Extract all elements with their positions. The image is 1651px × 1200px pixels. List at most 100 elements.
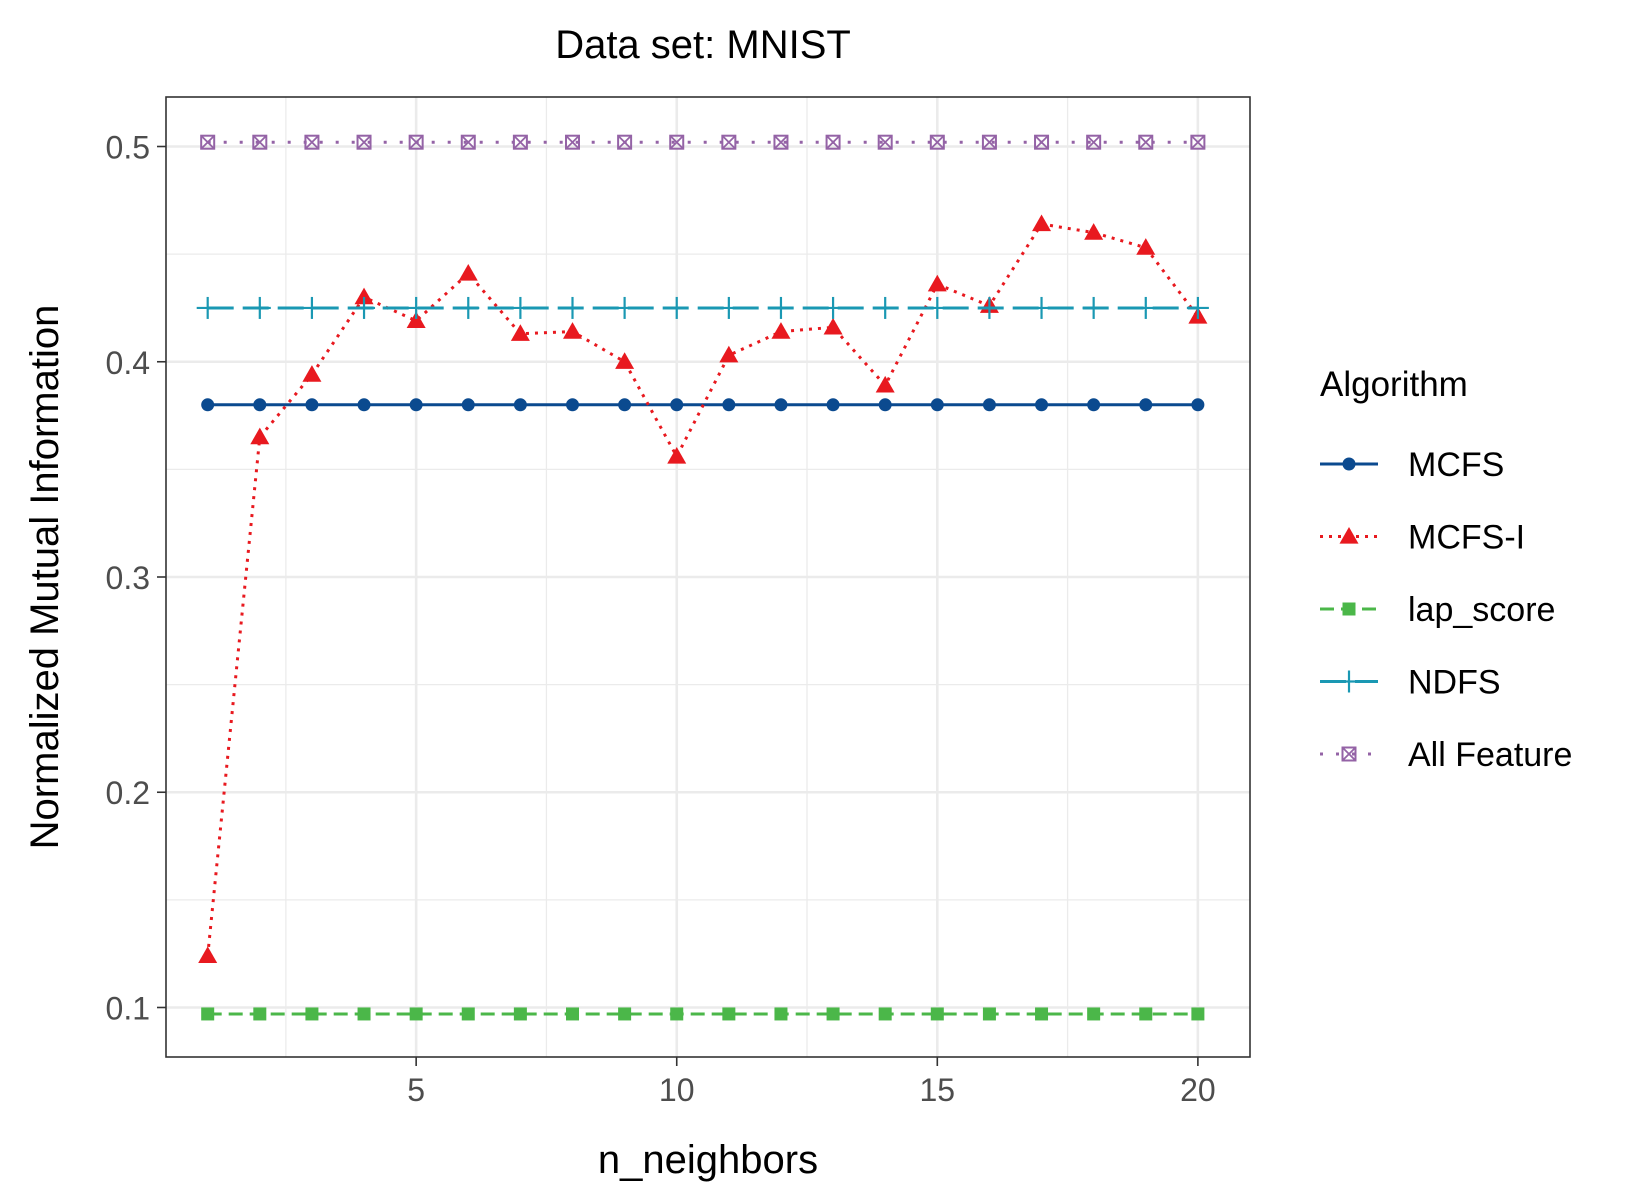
- data-point-mcfs-i: [875, 375, 895, 393]
- series-all-feature: [200, 134, 1206, 150]
- axes: 0.1 0.2 0.3 0.4 0.5 5 10 15 20: [106, 130, 1216, 1108]
- plot-series: [196, 134, 1209, 1021]
- data-point-mcfs-i: [198, 946, 218, 963]
- data-point-mcfs: [201, 398, 215, 412]
- legend-key-marker: [1341, 746, 1357, 762]
- data-point-mcfs: [826, 398, 840, 412]
- y-tick-label: 0.3: [106, 560, 150, 596]
- x-tick-label: 10: [659, 1072, 695, 1108]
- data-point-ndfs: [926, 296, 949, 319]
- data-point-mcfs-i: [250, 427, 270, 445]
- legend-item-ndfs: NDFS: [1320, 664, 1501, 702]
- data-point-lap-score: [305, 1007, 319, 1021]
- y-tick-label: 0.4: [106, 345, 150, 381]
- data-point-all-feature: [1086, 134, 1102, 150]
- data-point-all-feature: [929, 134, 945, 150]
- data-point-mcfs: [878, 398, 892, 412]
- data-point-mcfs: [1035, 398, 1049, 412]
- data-point-mcfs: [618, 398, 632, 412]
- data-point-mcfs: [513, 398, 527, 412]
- legend-item-lap-score: lap_score: [1320, 591, 1555, 629]
- data-point-mcfs-i: [302, 365, 322, 382]
- data-point-lap-score: [409, 1007, 423, 1021]
- data-point-ndfs: [1134, 296, 1157, 319]
- data-point-lap-score: [774, 1007, 788, 1021]
- data-point-mcfs-i: [563, 322, 582, 339]
- data-point-mcfs: [930, 398, 944, 412]
- data-point-ndfs: [405, 296, 428, 319]
- data-point-all-feature: [252, 134, 268, 150]
- data-point-mcfs-i: [1136, 238, 1156, 255]
- data-point-mcfs: [722, 398, 736, 412]
- x-tick-label: 5: [407, 1072, 425, 1108]
- data-point-mcfs-i: [823, 317, 843, 335]
- data-point-mcfs: [461, 398, 475, 412]
- data-point-ndfs: [509, 296, 532, 319]
- legend-item-mcfs-i: MCFS-I: [1320, 519, 1525, 557]
- legend-key-marker: [1338, 670, 1360, 693]
- data-point-all-feature: [200, 134, 216, 150]
- data-point-lap-score: [670, 1007, 684, 1021]
- data-point-all-feature: [877, 134, 893, 150]
- data-point-lap-score: [201, 1007, 215, 1021]
- data-point-all-feature: [1138, 134, 1154, 150]
- data-point-mcfs: [1139, 398, 1153, 412]
- data-point-lap-score: [878, 1007, 892, 1021]
- data-point-all-feature: [825, 134, 841, 150]
- data-point-all-feature: [1034, 134, 1050, 150]
- legend-label: NDFS: [1408, 664, 1501, 702]
- data-point-all-feature: [460, 134, 476, 150]
- data-point-mcfs-i: [927, 274, 947, 292]
- data-point-lap-score: [722, 1007, 736, 1021]
- data-point-mcfs: [670, 398, 684, 412]
- legend-key-marker: [1342, 602, 1356, 616]
- data-point-all-feature: [981, 134, 997, 150]
- data-point-lap-score: [253, 1007, 267, 1021]
- data-point-mcfs-i: [1084, 223, 1104, 240]
- data-point-ndfs: [1030, 296, 1053, 319]
- legend-item-all-feature: All Feature: [1320, 736, 1572, 774]
- data-point-mcfs: [253, 398, 267, 412]
- data-point-lap-score: [1191, 1007, 1205, 1021]
- data-point-mcfs-i: [406, 311, 426, 328]
- legend-label: MCFS: [1408, 446, 1504, 484]
- data-point-mcfs: [305, 398, 319, 412]
- data-point-all-feature: [617, 134, 633, 150]
- data-point-mcfs-i: [615, 352, 635, 369]
- data-point-mcfs: [566, 398, 579, 412]
- data-point-ndfs: [196, 296, 219, 319]
- data-point-ndfs: [874, 296, 897, 319]
- legend-items: MCFS MCFS-I lap_score NDFS All Feature: [1320, 446, 1572, 774]
- legend-label: All Feature: [1408, 736, 1572, 774]
- data-point-ndfs: [457, 296, 480, 319]
- data-point-all-feature: [773, 134, 789, 150]
- data-point-mcfs-i: [458, 264, 478, 281]
- data-point-mcfs-i: [510, 324, 530, 341]
- data-point-lap-score: [461, 1007, 475, 1021]
- data-point-mcfs-i: [667, 446, 687, 464]
- data-point-all-feature: [512, 134, 528, 150]
- x-axis-label: n_neighbors: [598, 1138, 818, 1182]
- data-point-lap-score: [357, 1007, 371, 1021]
- legend-key-marker: [1339, 527, 1359, 544]
- data-point-lap-score: [1139, 1007, 1153, 1021]
- data-point-all-feature: [565, 134, 580, 150]
- series-line-mcfs-i: [206, 222, 1200, 956]
- data-point-mcfs-i: [771, 322, 791, 339]
- data-point-lap-score: [1087, 1007, 1101, 1021]
- data-point-mcfs: [357, 398, 371, 412]
- y-axis-label: Normalized Mutual Information: [23, 305, 67, 850]
- data-point-mcfs-i: [1032, 214, 1052, 232]
- chart-title: Data set: MNIST: [555, 23, 851, 67]
- data-point-ndfs: [353, 296, 376, 319]
- legend-key-marker: [1342, 457, 1356, 471]
- data-point-lap-score: [982, 1007, 996, 1021]
- series-ndfs: [196, 296, 1209, 319]
- data-point-mcfs-i: [354, 287, 374, 305]
- y-tick-label: 0.1: [106, 990, 150, 1026]
- data-point-ndfs: [822, 296, 845, 319]
- data-point-ndfs: [248, 296, 271, 319]
- y-tick-label: 0.5: [106, 130, 150, 166]
